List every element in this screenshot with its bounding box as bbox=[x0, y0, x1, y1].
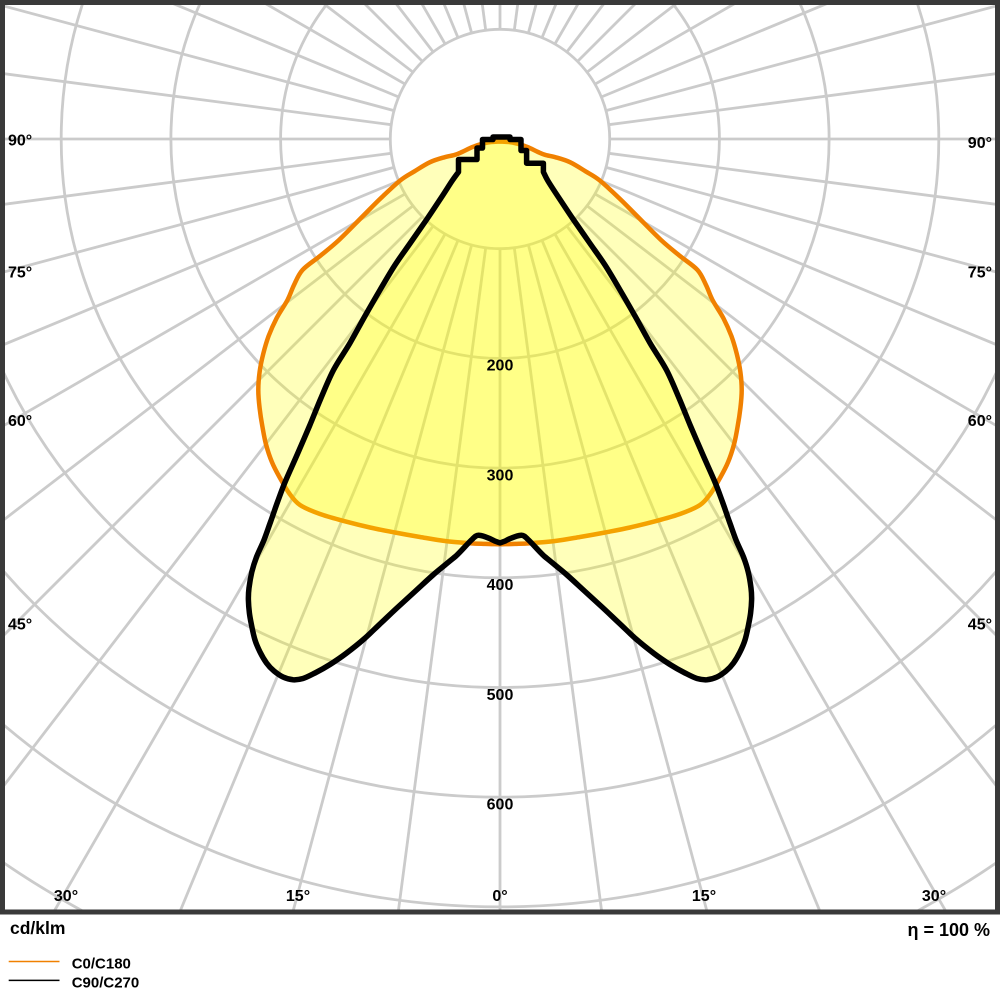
svg-text:45°: 45° bbox=[8, 617, 32, 634]
svg-text:30°: 30° bbox=[922, 888, 946, 905]
svg-text:75°: 75° bbox=[8, 265, 32, 282]
svg-text:600: 600 bbox=[487, 797, 514, 814]
svg-text:C90/C270: C90/C270 bbox=[72, 975, 140, 992]
svg-text:200: 200 bbox=[487, 358, 514, 375]
svg-text:75°: 75° bbox=[968, 265, 992, 282]
svg-text:300: 300 bbox=[487, 467, 514, 484]
svg-text:15°: 15° bbox=[286, 888, 310, 905]
svg-text:90°: 90° bbox=[8, 133, 32, 150]
svg-text:500: 500 bbox=[487, 687, 514, 704]
svg-text:60°: 60° bbox=[8, 413, 32, 430]
svg-text:0°: 0° bbox=[492, 888, 507, 905]
svg-text:90°: 90° bbox=[968, 135, 992, 152]
svg-text:45°: 45° bbox=[968, 617, 992, 634]
svg-text:cd/klm: cd/klm bbox=[10, 918, 65, 938]
svg-text:60°: 60° bbox=[968, 413, 992, 430]
svg-text:C0/C180: C0/C180 bbox=[72, 956, 131, 973]
svg-text:400: 400 bbox=[487, 577, 514, 594]
svg-text:30°: 30° bbox=[54, 888, 78, 905]
svg-text:15°: 15° bbox=[692, 888, 716, 905]
svg-text:η = 100 %: η = 100 % bbox=[907, 920, 990, 940]
